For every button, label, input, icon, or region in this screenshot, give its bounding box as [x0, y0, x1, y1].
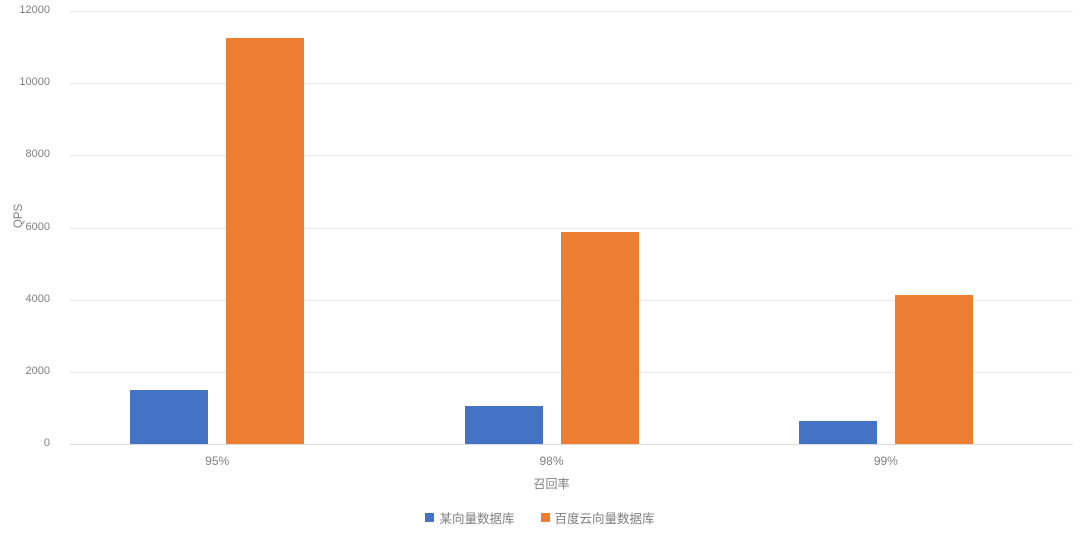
gridline [70, 83, 1073, 85]
legend-swatch-icon [425, 513, 435, 522]
x-tick-label: 95% [205, 454, 230, 468]
chart-legend: 某向量数据库 百度云向量数据库 [0, 508, 1080, 527]
legend-swatch-icon [540, 513, 550, 522]
y-axis-tick-labels: 0 2000 4000 6000 8000 10000 12000 [0, 0, 62, 539]
y-tick-label: 6000 [25, 220, 50, 233]
bar [130, 389, 209, 444]
bar [226, 38, 305, 444]
gridline [70, 227, 1073, 229]
gridline [70, 444, 1073, 445]
y-tick-label: 2000 [25, 364, 50, 377]
y-tick-label: 8000 [25, 148, 50, 161]
bar [560, 232, 639, 444]
y-tick-label: 4000 [25, 292, 50, 305]
y-tick-label: 0 [43, 437, 50, 449]
x-tick-label: 99% [873, 454, 898, 468]
gridline [70, 11, 1073, 12]
bar [894, 294, 973, 444]
bar [798, 420, 877, 444]
x-tick-label: 98% [539, 454, 564, 468]
legend-item[interactable]: 某向量数据库 [425, 508, 515, 527]
x-axis-title: 召回率 [533, 477, 570, 491]
plot-area [70, 11, 1073, 445]
y-tick-label: 12000 [19, 4, 50, 16]
legend-label: 百度云向量数据库 [554, 512, 655, 526]
y-tick-label: 10000 [19, 76, 50, 89]
gridline [70, 155, 1073, 157]
legend-label: 某向量数据库 [439, 512, 515, 526]
legend-item[interactable]: 百度云向量数据库 [540, 508, 655, 527]
bar [464, 406, 543, 444]
